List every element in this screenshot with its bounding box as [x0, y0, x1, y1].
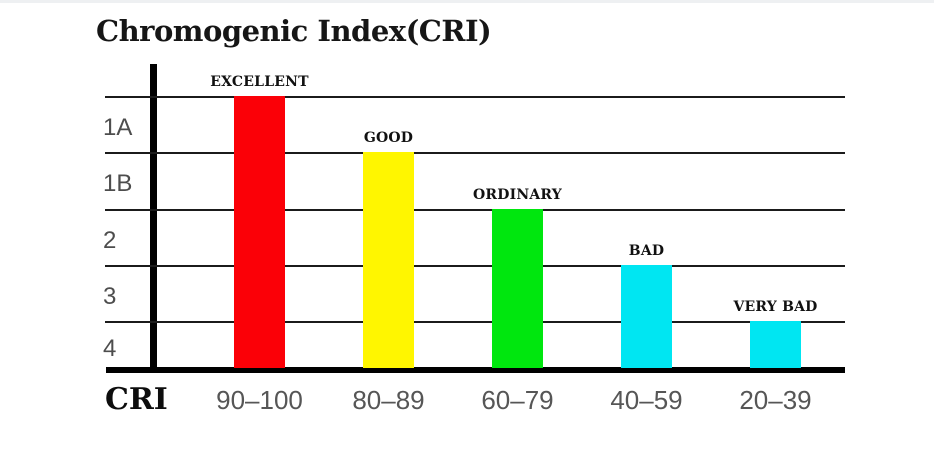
- bar: [363, 152, 414, 368]
- bar-value-label: GOOD: [363, 130, 414, 147]
- bar-value-label: EXCELLENT: [210, 74, 309, 90]
- x-tick-label: 90–100: [216, 385, 303, 415]
- x-axis-line: [106, 367, 845, 373]
- y-axis-line: [150, 64, 157, 373]
- bar: [621, 264, 672, 368]
- chart-title: Chromogenic Index(CRI): [96, 14, 492, 48]
- gridline: [105, 208, 845, 211]
- bar: [750, 321, 801, 368]
- y-tick-label: 2: [103, 226, 117, 254]
- bar-value-label: VERY BAD: [733, 299, 818, 315]
- x-tick-label: 40–59: [610, 385, 683, 415]
- gridline: [105, 96, 845, 98]
- bar: [492, 208, 543, 368]
- bar-value-label: ORDINARY: [473, 186, 562, 203]
- x-axis-title: CRI: [105, 382, 168, 417]
- x-tick-label: 80–89: [352, 385, 425, 415]
- gridline: [105, 321, 845, 323]
- gridline: [105, 264, 845, 267]
- x-tick-label: 20–39: [739, 385, 812, 415]
- y-tick-label: 1B: [103, 170, 133, 198]
- x-tick-label: 60–79: [481, 385, 554, 415]
- gridline: [105, 152, 845, 155]
- y-tick-label: 4: [103, 334, 117, 362]
- y-tick-label: 1A: [103, 114, 133, 142]
- bar-value-label: BAD: [628, 242, 665, 259]
- bar: [234, 96, 285, 368]
- y-tick-label: 3: [103, 282, 117, 310]
- top-strip: [0, 0, 934, 3]
